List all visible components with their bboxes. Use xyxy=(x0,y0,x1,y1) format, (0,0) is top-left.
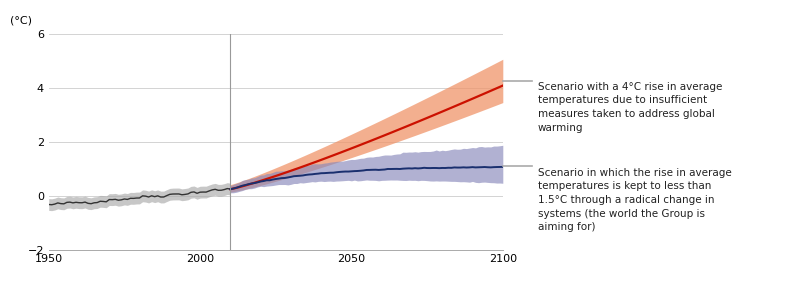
Text: Scenario in which the rise in average
temperatures is kept to less than
1.5°C th: Scenario in which the rise in average te… xyxy=(538,168,731,232)
Y-axis label: (°C): (°C) xyxy=(11,16,32,26)
Text: Scenario with a 4°C rise in average
temperatures due to insufficient
measures ta: Scenario with a 4°C rise in average temp… xyxy=(538,82,722,133)
